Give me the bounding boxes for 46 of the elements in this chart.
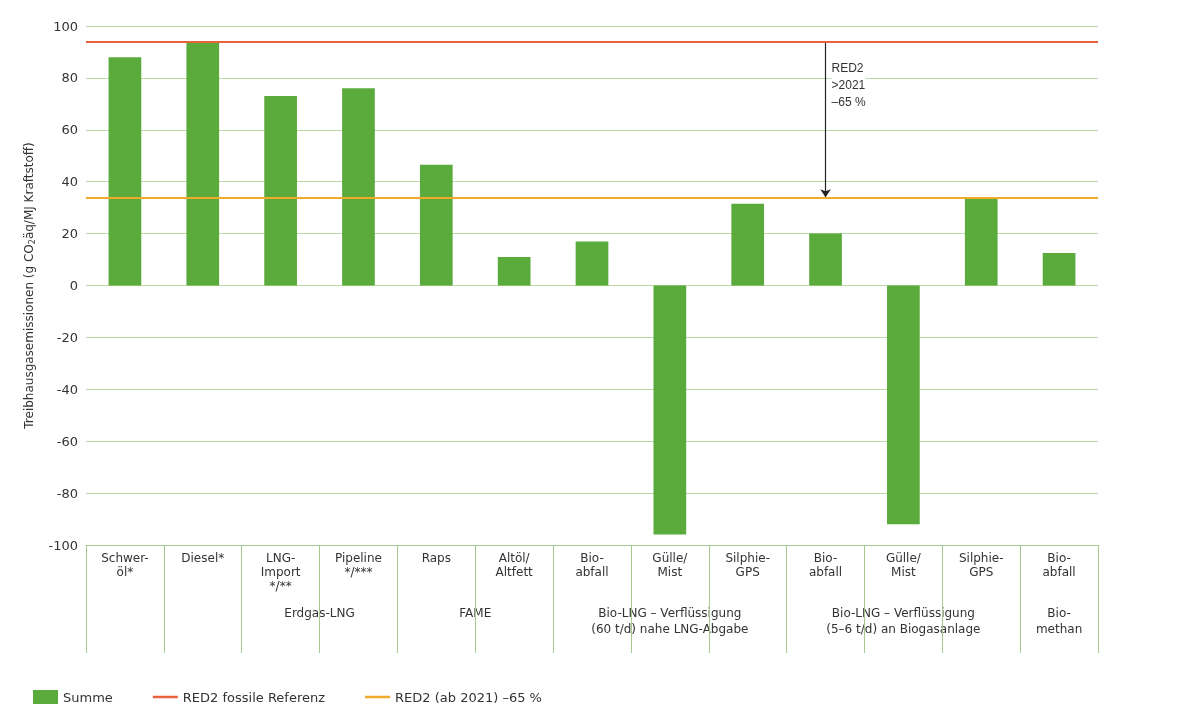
y-tick-label: -40 bbox=[56, 381, 78, 397]
bar bbox=[108, 57, 142, 286]
legend-label: RED2 (ab 2021) –65 % bbox=[395, 689, 542, 705]
text: Bio-LNG – Verflüssigung (60 t/d) nahe LNG-Abgabe bbox=[591, 606, 749, 636]
y-tick-label: -80 bbox=[56, 485, 78, 501]
x-tick-label: Gülle/ Mist bbox=[652, 551, 689, 579]
annotation: RED2 >2021 –65 % bbox=[831, 61, 866, 110]
x-tick-label: Bio- abfall bbox=[808, 551, 843, 579]
x-tick-label: Silphie- GPS bbox=[958, 551, 1004, 579]
legend-label: Summe bbox=[63, 689, 113, 705]
bar bbox=[419, 164, 453, 286]
x-tick-label: Pipeline */*** bbox=[334, 551, 382, 579]
y-tick-label: -20 bbox=[56, 329, 78, 345]
y-tick-label: -60 bbox=[56, 433, 78, 449]
x-tick-label: Diesel* bbox=[181, 551, 225, 565]
y-tick-label: 60 bbox=[61, 122, 78, 138]
x-tick-label: Bio- abfall bbox=[1042, 551, 1076, 579]
y-tick-label: 40 bbox=[61, 174, 78, 190]
bar bbox=[809, 233, 842, 286]
bar bbox=[964, 197, 998, 286]
text: Erdgas-LNG bbox=[284, 606, 355, 620]
bar bbox=[264, 96, 297, 286]
y-tick-label: 80 bbox=[61, 70, 78, 86]
x-tick-label: Bio- abfall bbox=[575, 551, 609, 579]
bar bbox=[186, 41, 220, 286]
x-tick-label: LNG- Import */** bbox=[260, 551, 301, 593]
bar bbox=[653, 285, 687, 535]
x-tick-label: Gülle/ Mist bbox=[885, 551, 922, 579]
x-tick-label: Altöl/ Altfett bbox=[495, 551, 534, 579]
y-tick-label: 20 bbox=[61, 226, 78, 242]
bar bbox=[887, 285, 920, 525]
x-tick-label: Schwer- öl* bbox=[101, 551, 149, 579]
y-tick-label: 0 bbox=[69, 278, 78, 293]
bar bbox=[575, 241, 609, 286]
x-tick-label: Silphie- GPS bbox=[725, 551, 770, 579]
legend-label: RED2 fossile Referenz bbox=[182, 689, 326, 705]
text: Bio- methan bbox=[1035, 606, 1083, 636]
y-axis-title: Treibhausgasemissionen (g CO2äq/MJ Kraftstoff) bbox=[22, 142, 37, 430]
bar bbox=[1042, 253, 1076, 286]
text: Bio-LNG – Verflüssigung (5–6 t/d) an Biogasanlage bbox=[826, 606, 981, 636]
bar bbox=[497, 256, 531, 286]
x-tick-label: Raps bbox=[421, 551, 451, 565]
bar bbox=[342, 88, 375, 286]
y-tick-label: -100 bbox=[48, 537, 78, 553]
bar bbox=[731, 203, 765, 286]
y-tick-label: 100 bbox=[53, 18, 78, 34]
